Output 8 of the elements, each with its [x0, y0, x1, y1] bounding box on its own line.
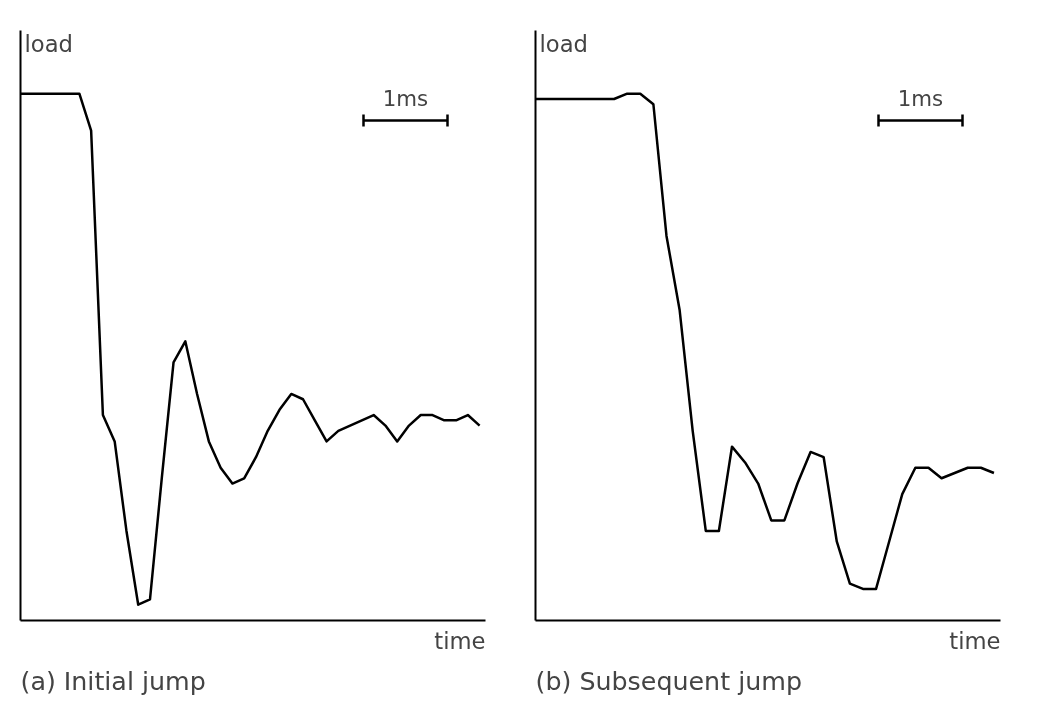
- x-axis-title: time: [949, 627, 1001, 654]
- annotation: 1ms: [382, 85, 429, 111]
- annotation: 1ms: [897, 85, 944, 111]
- x-axis-title: time: [434, 627, 486, 654]
- y-axis-title: load: [539, 30, 588, 57]
- text: (a) Initial jump: [20, 665, 206, 696]
- text: (b) Subsequent jump: [535, 665, 802, 696]
- y-axis-title: load: [24, 30, 73, 57]
